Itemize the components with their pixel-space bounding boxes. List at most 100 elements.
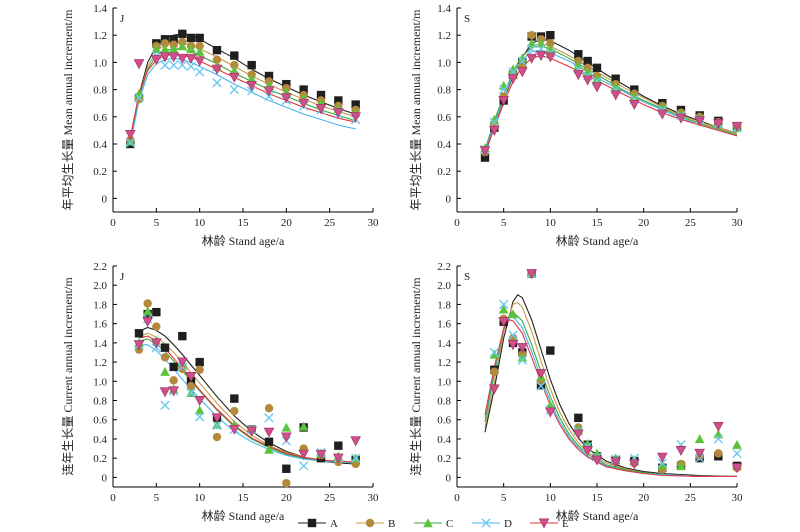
x-axis-title: 林龄 Stand age/a bbox=[556, 234, 639, 248]
fit-curve-a bbox=[484, 294, 738, 477]
x-tick-label: 20 bbox=[638, 492, 650, 504]
data-point-e bbox=[246, 81, 257, 91]
data-point-b bbox=[160, 353, 170, 362]
data-point-a bbox=[316, 90, 326, 100]
series-e bbox=[489, 269, 743, 474]
data-point-a bbox=[574, 413, 583, 423]
data-point-d bbox=[489, 347, 500, 358]
data-point-e bbox=[151, 55, 162, 66]
y-tick-label: 1.4 bbox=[437, 338, 451, 350]
data-point-c bbox=[212, 419, 222, 429]
data-point-e bbox=[333, 108, 344, 119]
data-point-e bbox=[675, 445, 687, 456]
data-point-e bbox=[591, 455, 603, 466]
data-point-e bbox=[517, 67, 528, 78]
legend-label: D bbox=[504, 518, 512, 530]
data-point-d bbox=[517, 56, 528, 66]
fit-curve-a bbox=[138, 326, 356, 465]
chart-panel-2: 0 5 10 15 20 25 30 0 0.2 0.4 0.6 0.8 1.0 1.2 1.4 S 林龄 St… bbox=[409, 3, 743, 248]
data-point-c bbox=[657, 460, 668, 470]
data-point-a bbox=[178, 29, 187, 39]
y-tick-label: 1.4 bbox=[437, 3, 451, 15]
series-b bbox=[480, 31, 742, 157]
y-tick-label: 1.6 bbox=[437, 319, 451, 331]
data-point-a bbox=[195, 33, 204, 43]
data-point-a bbox=[212, 45, 222, 55]
data-point-c bbox=[489, 349, 500, 359]
data-point-e bbox=[657, 109, 668, 120]
x-tick-label: 5 bbox=[154, 492, 160, 504]
data-point-c bbox=[582, 438, 593, 448]
series-e bbox=[133, 317, 361, 464]
data-point-e bbox=[535, 369, 547, 380]
legend-label: A bbox=[330, 518, 338, 530]
x-tick-label: 5 bbox=[501, 217, 507, 229]
y-tick-label: 0 bbox=[446, 193, 452, 205]
data-point-a bbox=[264, 437, 274, 447]
data-point-a bbox=[230, 51, 239, 60]
panel-label: J bbox=[120, 271, 125, 283]
data-point-b bbox=[169, 376, 178, 385]
data-point-e bbox=[526, 269, 537, 280]
series-c bbox=[480, 38, 742, 153]
data-point-d bbox=[489, 117, 500, 127]
x-tick-label: 5 bbox=[501, 492, 507, 504]
data-point-e bbox=[246, 426, 257, 437]
data-point-a bbox=[334, 96, 343, 105]
fit-curve-b bbox=[138, 332, 356, 464]
series-d bbox=[134, 314, 361, 471]
chart-panel-3: 0 5 10 15 20 25 30 0 0.2 0.4 0.6 0.8 1.0 1.2 1.4 1.6 1.8… bbox=[60, 261, 379, 523]
x-axis-title: 林龄 Stand age/a bbox=[202, 234, 285, 248]
data-point-d bbox=[526, 44, 537, 54]
data-point-e bbox=[168, 52, 179, 63]
data-point-e bbox=[281, 432, 292, 443]
data-point-c bbox=[629, 91, 640, 101]
legend-item-a: A bbox=[298, 518, 338, 530]
data-point-e bbox=[731, 121, 743, 132]
y-axis-title: 年平均生长量 Mean annual increment/m bbox=[61, 9, 75, 211]
data-point-d bbox=[194, 67, 205, 77]
data-point-e bbox=[159, 52, 171, 63]
legend-marker bbox=[423, 518, 433, 528]
y-tick-label: 1.2 bbox=[93, 30, 107, 42]
x-tick-label: 15 bbox=[592, 217, 604, 229]
data-point-e bbox=[177, 357, 188, 368]
data-point-b bbox=[195, 41, 204, 51]
data-point-b bbox=[230, 406, 239, 416]
panel-label: S bbox=[464, 13, 470, 25]
data-point-b bbox=[160, 39, 170, 48]
data-point-a bbox=[583, 56, 592, 66]
data-point-a bbox=[546, 346, 555, 355]
data-point-e bbox=[142, 317, 153, 328]
data-point-c bbox=[508, 309, 518, 319]
data-point-e bbox=[315, 449, 327, 460]
data-point-d bbox=[713, 434, 724, 444]
data-point-a bbox=[334, 441, 343, 450]
data-point-a bbox=[134, 329, 144, 338]
data-point-c bbox=[657, 102, 668, 112]
y-axis-title: 连年生长量 Current annual increment/m bbox=[60, 277, 75, 476]
data-point-e bbox=[194, 396, 205, 406]
y-axis-title: 连年生长量 Current annual increment/m bbox=[408, 277, 423, 476]
data-point-e bbox=[133, 59, 145, 70]
x-tick-label: 5 bbox=[154, 217, 160, 229]
data-point-c bbox=[298, 421, 309, 431]
data-point-e bbox=[713, 119, 724, 130]
data-point-d bbox=[212, 78, 222, 88]
data-point-a bbox=[178, 331, 187, 341]
data-point-e bbox=[333, 453, 344, 464]
data-point-d bbox=[186, 388, 196, 398]
fit-curve-e bbox=[138, 335, 356, 463]
data-point-c bbox=[160, 44, 170, 53]
data-point-e bbox=[211, 413, 223, 424]
legend-marker bbox=[481, 518, 491, 528]
data-point-e bbox=[545, 407, 556, 418]
x-tick-label: 10 bbox=[194, 492, 206, 504]
legend-label: E bbox=[562, 518, 569, 530]
data-point-e bbox=[194, 56, 205, 67]
data-point-b bbox=[195, 365, 204, 374]
data-point-a bbox=[351, 100, 360, 109]
data-point-d bbox=[125, 137, 136, 148]
data-point-d bbox=[498, 299, 509, 310]
data-point-b bbox=[508, 333, 518, 343]
